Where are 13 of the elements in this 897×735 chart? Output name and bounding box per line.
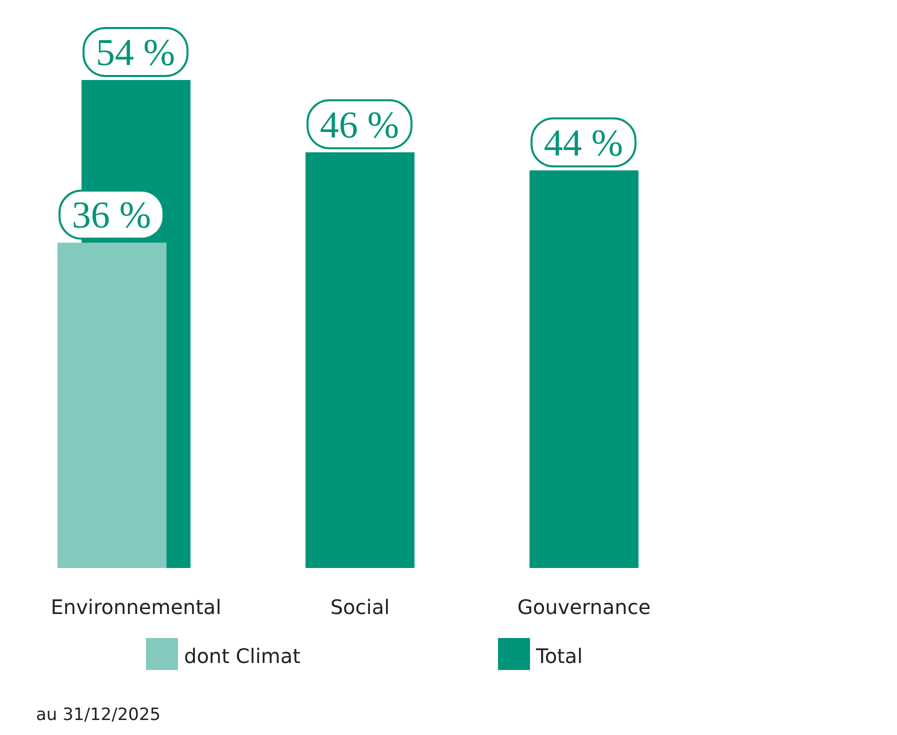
x-tick-label: Social — [330, 595, 390, 619]
legend-label: Total — [535, 644, 583, 668]
legend-label: dont Climat — [184, 644, 301, 668]
bar — [58, 242, 166, 568]
bar — [306, 152, 414, 568]
bar — [530, 170, 638, 568]
x-tick-label: Gouvernance — [517, 595, 651, 619]
x-tick-label: Environnemental — [50, 595, 222, 619]
data-label: 46 % — [320, 104, 400, 146]
data-label: 54 % — [96, 32, 176, 74]
data-label: 44 % — [544, 122, 624, 164]
data-label: 36 % — [72, 194, 152, 237]
text: au 31/12/2025 — [36, 705, 161, 725]
